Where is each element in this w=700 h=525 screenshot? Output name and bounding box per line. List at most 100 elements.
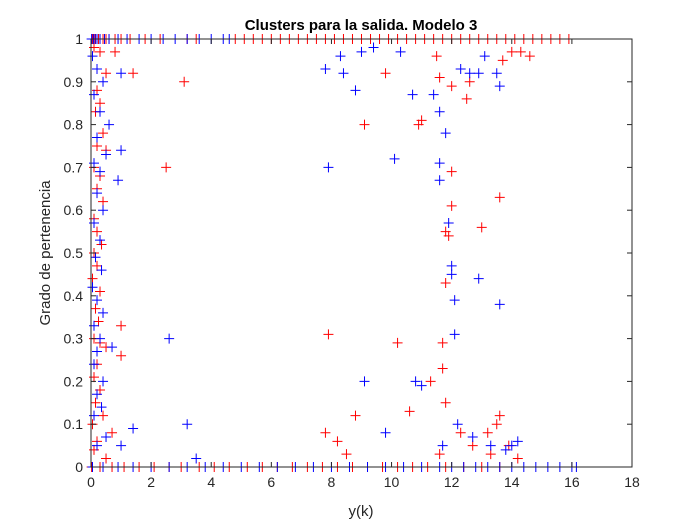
data-point [446,269,457,280]
data-point [90,303,101,314]
data-point [368,42,379,53]
data-point [320,427,331,438]
data-point [440,226,451,237]
data-point [455,427,466,438]
x-axis-title: y(k) [349,503,374,520]
x-tick-label: 6 [267,474,275,490]
data-point [395,46,406,57]
data-point [434,449,445,460]
data-point [494,81,505,92]
data-point [95,106,106,117]
data-point [356,46,367,57]
data-point [107,342,118,353]
data-point [96,402,107,413]
x-tick-label: 8 [328,474,336,490]
y-tick-label: 0.4 [64,288,84,304]
data-point [92,63,103,74]
data-point [446,260,457,271]
data-point [434,106,445,117]
data-point [95,333,106,344]
data-point [95,98,106,109]
x-axis-ticks: 0 2 4 6 8 10 12 14 16 18 [87,39,640,490]
data-point [476,222,487,233]
data-point [116,440,127,451]
data-point [416,380,427,391]
data-point [110,46,121,57]
data-point [182,419,193,430]
x-tick-label: 10 [384,474,400,490]
data-point [380,68,391,79]
plot-area [91,39,632,467]
data-point [161,162,172,173]
data-point [524,51,535,62]
data-point [92,188,103,199]
data-point [350,85,361,96]
data-point [497,55,508,66]
data-point [359,376,370,387]
y-tick-label: 0.2 [64,373,84,389]
x-tick-label: 0 [87,474,95,490]
data-point [380,427,391,438]
data-point [446,166,457,177]
data-point [437,363,448,374]
data-point [440,128,451,139]
y-tick-label: 0.6 [64,202,84,218]
data-point [506,46,517,57]
data-point [87,51,98,62]
data-point [494,410,505,421]
data-point [90,397,101,408]
data-point [104,119,115,130]
data-point [479,51,490,62]
data-point [446,200,457,211]
data-point [416,115,427,126]
data-point [90,252,101,263]
y-tick-label: 0.5 [64,245,84,261]
data-point [101,432,112,443]
data-point [93,316,104,327]
data-point [98,205,109,216]
data-point [512,453,523,464]
data-point [341,449,352,460]
data-point [455,63,466,74]
data-point [404,406,415,417]
data-point [92,389,103,400]
data-point [500,444,511,455]
data-point [92,141,103,151]
data-point [98,128,109,139]
data-point [482,427,493,438]
data-point [359,119,370,130]
data-point [101,68,112,79]
data-point [95,286,106,297]
data-point [434,72,445,83]
data-point [92,226,103,237]
data-point [410,376,421,387]
data-point [350,410,361,421]
data-point [92,260,103,271]
y-tick-label: 0 [75,459,83,475]
data-point [116,320,127,331]
y-tick-label: 0.8 [64,117,84,133]
data-point [113,175,124,186]
data-point [92,440,103,451]
data-point [443,218,454,229]
data-point [323,162,334,173]
data-point [515,46,526,57]
data-point [473,273,484,284]
data-point [323,329,334,340]
data-point [87,273,98,284]
x-tick-label: 2 [147,474,155,490]
y-tick-label: 0.3 [64,331,84,347]
data-point [95,46,106,57]
data-point [473,68,484,79]
data-point [461,93,472,104]
data-point [485,440,496,451]
data-point [437,337,448,348]
data-point [440,397,451,408]
data-point [338,68,349,79]
data-point [116,145,127,156]
data-point [101,453,112,464]
data-point [389,153,400,164]
data-point [95,166,106,177]
